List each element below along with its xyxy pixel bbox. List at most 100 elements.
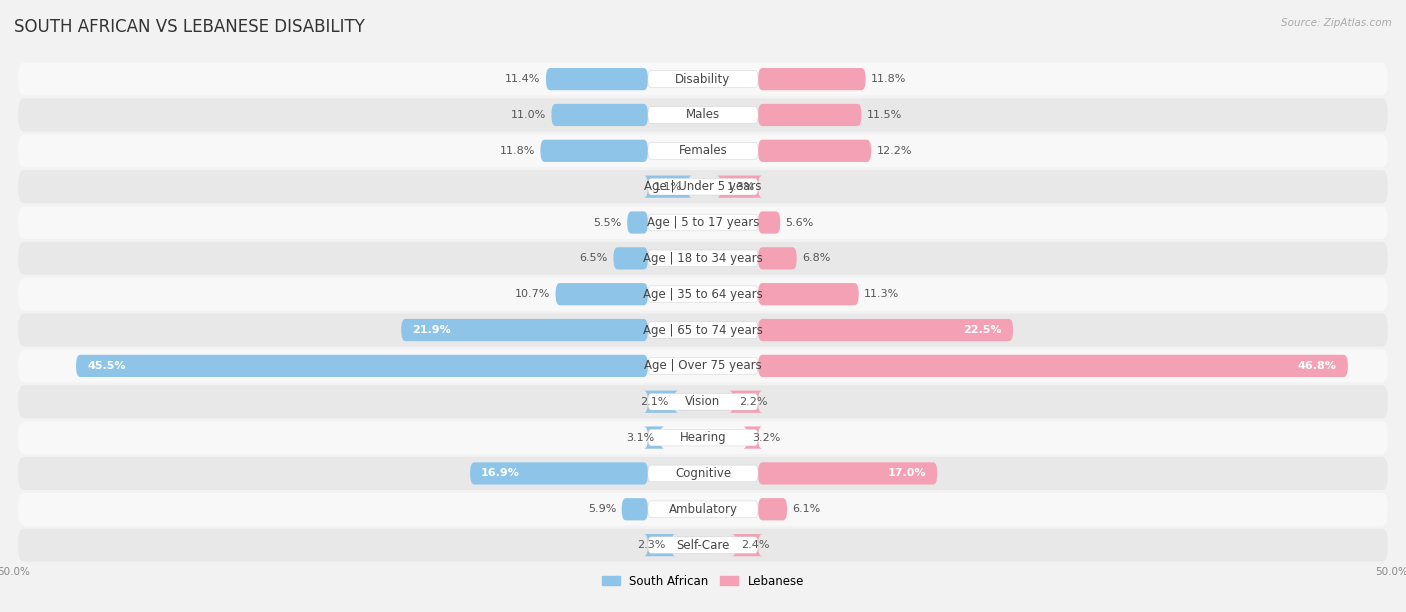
FancyBboxPatch shape [18,529,1388,562]
Text: 11.5%: 11.5% [868,110,903,120]
FancyBboxPatch shape [648,465,758,482]
FancyBboxPatch shape [18,349,1388,382]
FancyBboxPatch shape [758,140,872,162]
FancyBboxPatch shape [648,394,758,410]
Text: Age | 5 to 17 years: Age | 5 to 17 years [647,216,759,229]
Text: 11.4%: 11.4% [505,74,540,84]
FancyBboxPatch shape [18,278,1388,311]
Text: 46.8%: 46.8% [1298,361,1337,371]
FancyBboxPatch shape [18,206,1388,239]
FancyBboxPatch shape [648,214,758,231]
FancyBboxPatch shape [648,537,758,553]
Text: Age | 35 to 64 years: Age | 35 to 64 years [643,288,763,300]
Text: Age | 18 to 34 years: Age | 18 to 34 years [643,252,763,265]
Text: 45.5%: 45.5% [87,361,125,371]
FancyBboxPatch shape [648,357,758,374]
FancyBboxPatch shape [18,134,1388,167]
Text: Ambulatory: Ambulatory [668,503,738,516]
FancyBboxPatch shape [644,390,678,413]
Text: 22.5%: 22.5% [963,325,1002,335]
FancyBboxPatch shape [730,390,762,413]
Text: 5.5%: 5.5% [593,217,621,228]
Text: 2.1%: 2.1% [640,397,669,407]
Text: 6.1%: 6.1% [793,504,821,514]
FancyBboxPatch shape [648,322,758,338]
Text: 12.2%: 12.2% [876,146,912,156]
FancyBboxPatch shape [18,493,1388,526]
FancyBboxPatch shape [648,286,758,302]
Text: 2.3%: 2.3% [637,540,666,550]
Text: 1.1%: 1.1% [654,182,682,192]
FancyBboxPatch shape [546,68,648,90]
FancyBboxPatch shape [733,534,762,556]
Text: Males: Males [686,108,720,121]
FancyBboxPatch shape [648,501,758,518]
FancyBboxPatch shape [18,313,1388,346]
FancyBboxPatch shape [76,355,648,377]
FancyBboxPatch shape [18,62,1388,95]
Text: Hearing: Hearing [679,431,727,444]
FancyBboxPatch shape [18,170,1388,203]
Text: 10.7%: 10.7% [515,289,550,299]
Text: 21.9%: 21.9% [412,325,451,335]
FancyBboxPatch shape [18,385,1388,418]
FancyBboxPatch shape [18,421,1388,454]
FancyBboxPatch shape [648,178,758,195]
Text: SOUTH AFRICAN VS LEBANESE DISABILITY: SOUTH AFRICAN VS LEBANESE DISABILITY [14,18,366,36]
Text: 17.0%: 17.0% [887,468,927,479]
FancyBboxPatch shape [758,319,1012,341]
FancyBboxPatch shape [758,462,938,485]
FancyBboxPatch shape [470,462,648,485]
Text: 1.3%: 1.3% [727,182,755,192]
Text: 3.1%: 3.1% [627,433,655,442]
Text: 5.9%: 5.9% [588,504,616,514]
Text: Age | 65 to 74 years: Age | 65 to 74 years [643,324,763,337]
FancyBboxPatch shape [18,242,1388,275]
FancyBboxPatch shape [717,176,762,198]
FancyBboxPatch shape [648,429,758,446]
Text: Females: Females [679,144,727,157]
Text: 11.3%: 11.3% [865,289,900,299]
Text: Self-Care: Self-Care [676,539,730,551]
FancyBboxPatch shape [18,457,1388,490]
Text: Source: ZipAtlas.com: Source: ZipAtlas.com [1281,18,1392,28]
FancyBboxPatch shape [551,104,648,126]
FancyBboxPatch shape [644,176,692,198]
Text: Disability: Disability [675,73,731,86]
FancyBboxPatch shape [644,427,665,449]
Text: 6.8%: 6.8% [803,253,831,263]
FancyBboxPatch shape [648,106,758,123]
FancyBboxPatch shape [648,71,758,88]
Text: Cognitive: Cognitive [675,467,731,480]
FancyBboxPatch shape [613,247,648,269]
FancyBboxPatch shape [758,498,787,520]
Text: 16.9%: 16.9% [481,468,520,479]
FancyBboxPatch shape [758,68,866,90]
Text: 6.5%: 6.5% [579,253,607,263]
FancyBboxPatch shape [644,534,675,556]
Text: 11.0%: 11.0% [510,110,546,120]
Text: 11.8%: 11.8% [872,74,907,84]
Text: 2.2%: 2.2% [738,397,768,407]
Text: Vision: Vision [685,395,721,408]
FancyBboxPatch shape [621,498,648,520]
FancyBboxPatch shape [540,140,648,162]
FancyBboxPatch shape [758,355,1348,377]
Text: 3.2%: 3.2% [752,433,780,442]
Text: 2.4%: 2.4% [741,540,770,550]
FancyBboxPatch shape [742,427,762,449]
FancyBboxPatch shape [627,211,648,234]
FancyBboxPatch shape [648,250,758,267]
Legend: South African, Lebanese: South African, Lebanese [598,570,808,592]
FancyBboxPatch shape [648,143,758,159]
Text: 11.8%: 11.8% [499,146,534,156]
FancyBboxPatch shape [401,319,648,341]
FancyBboxPatch shape [758,211,780,234]
FancyBboxPatch shape [758,104,862,126]
Text: Age | Under 5 years: Age | Under 5 years [644,180,762,193]
FancyBboxPatch shape [758,247,797,269]
Text: Age | Over 75 years: Age | Over 75 years [644,359,762,372]
FancyBboxPatch shape [758,283,859,305]
FancyBboxPatch shape [18,99,1388,132]
Text: 5.6%: 5.6% [786,217,814,228]
